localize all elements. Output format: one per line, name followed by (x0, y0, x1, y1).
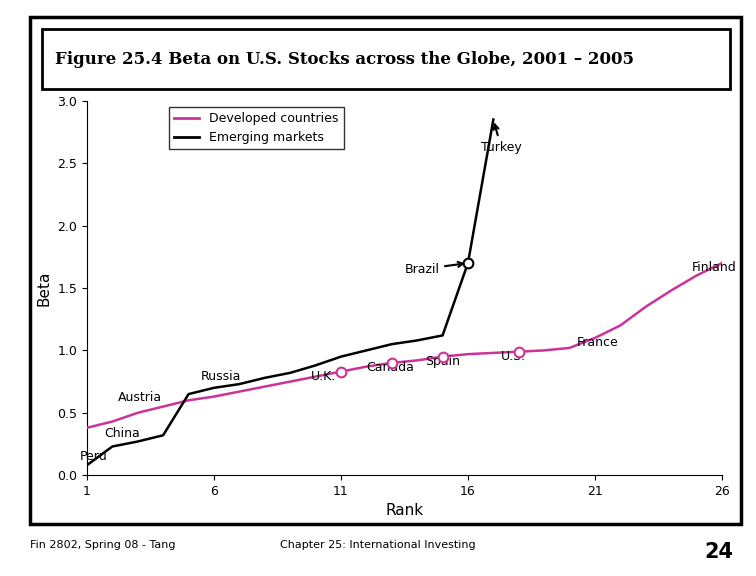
Text: U.K.: U.K. (311, 370, 336, 383)
Text: Austria: Austria (117, 391, 162, 404)
Text: France: France (577, 336, 619, 349)
Y-axis label: Beta: Beta (36, 270, 51, 306)
Text: Spain: Spain (425, 355, 460, 368)
Legend: Developed countries, Emerging markets: Developed countries, Emerging markets (169, 107, 344, 149)
Text: Finland: Finland (692, 262, 736, 274)
X-axis label: Rank: Rank (386, 503, 423, 518)
Text: Turkey: Turkey (481, 124, 522, 154)
Text: 24: 24 (705, 541, 733, 562)
Text: Chapter 25: International Investing: Chapter 25: International Investing (280, 540, 476, 550)
Text: Russia: Russia (201, 370, 242, 383)
Text: Brazil: Brazil (404, 262, 463, 276)
Text: Fin 2802, Spring 08 - Tang: Fin 2802, Spring 08 - Tang (30, 540, 175, 550)
Text: Canada: Canada (367, 361, 414, 374)
Text: U.S.: U.S. (501, 350, 526, 363)
Text: Peru: Peru (79, 450, 107, 463)
Text: China: China (105, 427, 141, 440)
Text: Figure 25.4 Beta on U.S. Stocks across the Globe, 2001 – 2005: Figure 25.4 Beta on U.S. Stocks across t… (55, 51, 634, 67)
